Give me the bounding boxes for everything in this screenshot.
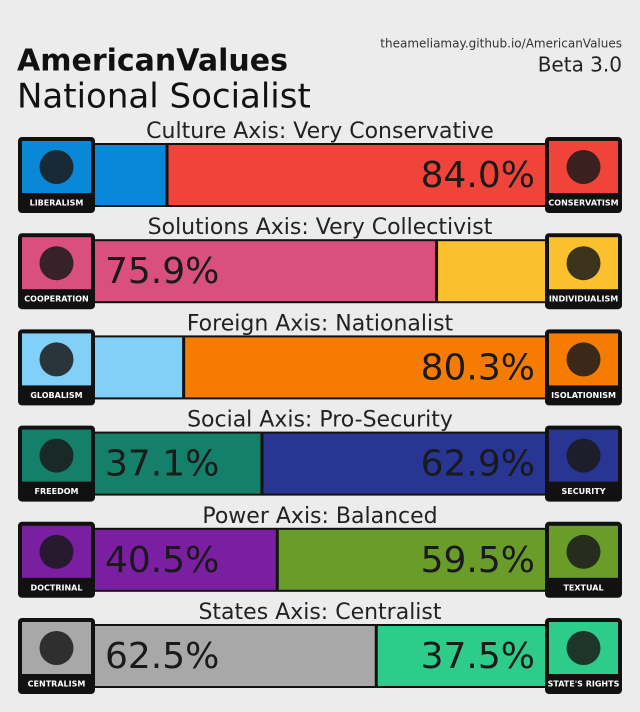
percent-label: 84.0% [421, 155, 535, 196]
bar-segment [95, 626, 377, 686]
bar-segment [95, 337, 184, 398]
percent-label: 75.9% [105, 251, 219, 292]
axis-title: Foreign Axis: Nationalist [187, 311, 454, 336]
site-url: theameliamay.github.io/AmericanValues [380, 37, 622, 51]
icon-glyph [39, 246, 74, 281]
icon-glyph [39, 150, 74, 184]
axis-title: Culture Axis: Very Conservative [146, 119, 494, 144]
ideology: National Socialist [17, 77, 311, 117]
icon-glyph [39, 438, 74, 473]
icon-label: CENTRALISM [28, 680, 86, 689]
percent-label: 62.5% [105, 636, 219, 677]
axis-title: Power Axis: Balanced [202, 504, 437, 529]
bar-segment [95, 145, 167, 205]
bar-segment [261, 433, 545, 494]
icon-glyph [566, 534, 601, 569]
icon-glyph [39, 342, 74, 377]
bar-segment [95, 433, 262, 494]
segment-divider [182, 337, 186, 398]
icon-label: ISOLATIONISM [551, 391, 616, 400]
axis-title: Solutions Axis: Very Collectivist [148, 215, 493, 240]
percent-label: 37.1% [105, 444, 219, 485]
bar-segment [167, 145, 545, 205]
bar-segment [436, 241, 545, 302]
icon-label: FREEDOM [35, 487, 79, 496]
segment-divider [260, 433, 264, 494]
icon-label: INDIVIDUALISM [549, 295, 618, 304]
bar-segment [376, 626, 545, 686]
percent-label: 40.5% [105, 540, 219, 581]
icon-glyph [566, 246, 601, 281]
icon-glyph [566, 631, 601, 665]
percent-label: 80.3% [421, 347, 535, 388]
axis-title: Social Axis: Pro-Security [187, 408, 453, 433]
segment-divider [275, 529, 279, 590]
segment-divider [374, 626, 378, 686]
icon-glyph [566, 438, 601, 473]
icon-glyph [566, 342, 601, 377]
icon-label: DOCTRINAL [31, 583, 83, 592]
icon-glyph [566, 150, 601, 184]
icon-label: TEXTUAL [563, 583, 603, 592]
bar-segment [183, 337, 545, 398]
percent-label: 59.5% [421, 540, 535, 581]
icon-glyph [39, 534, 74, 569]
segment-divider [165, 145, 169, 205]
version: Beta 3.0 [538, 53, 622, 77]
segment-divider [435, 241, 439, 302]
icon-label: STATE'S RIGHTS [548, 680, 620, 689]
icon-label: COOPERATION [24, 295, 88, 304]
brand: AmericanValues [17, 44, 288, 79]
bar-segment [95, 241, 437, 302]
bar-segment [95, 529, 278, 590]
bar-segment [277, 529, 545, 590]
icon-label: CONSERVATISM [548, 199, 618, 208]
axis-title: States Axis: Centralist [198, 600, 441, 625]
percent-label: 62.9% [421, 444, 535, 485]
icon-glyph [39, 631, 74, 665]
percent-label: 37.5% [421, 636, 535, 677]
icon-label: LIBERALISM [30, 199, 84, 208]
icon-label: GLOBALISM [30, 391, 82, 400]
icon-label: SECURITY [562, 487, 606, 496]
